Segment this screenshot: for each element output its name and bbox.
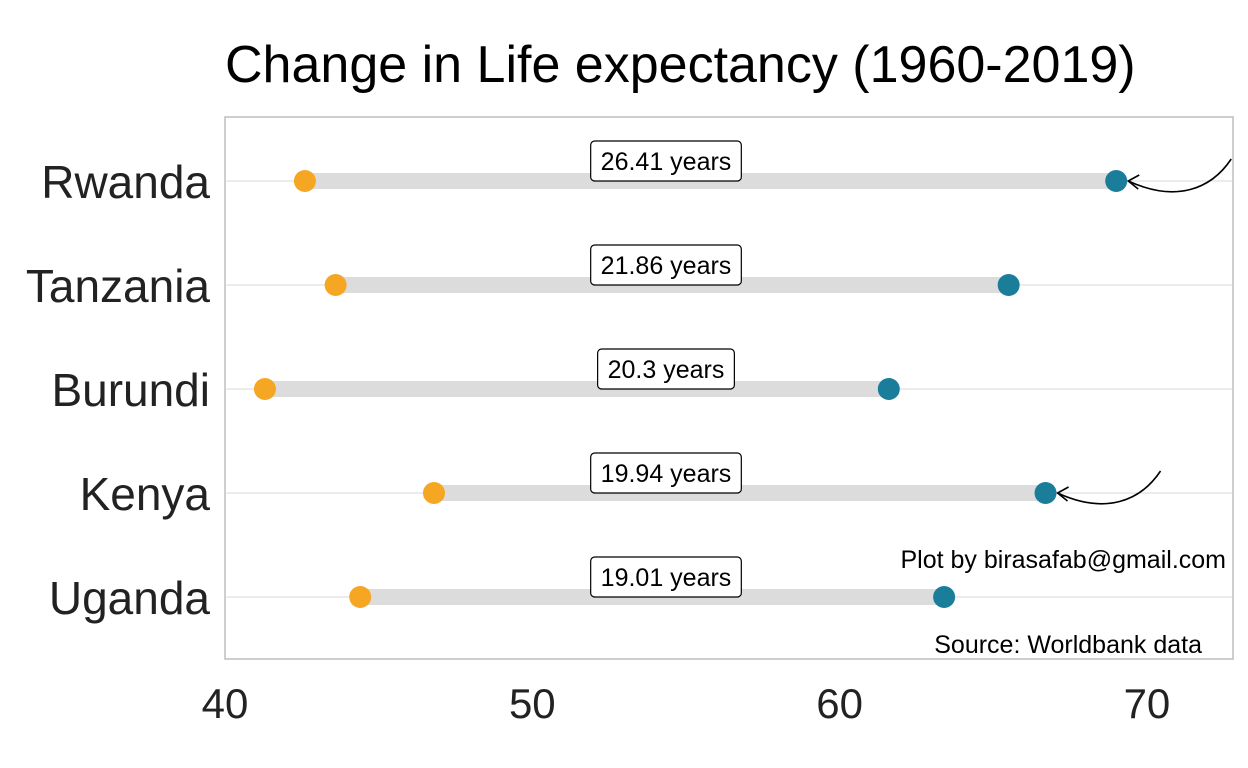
difference-label-box — [590, 556, 742, 598]
difference-label: 19.01 years — [590, 556, 742, 598]
point-layer — [253, 170, 1128, 608]
x-tick-label: 50 — [509, 680, 556, 727]
category-axis: Rwanda Tanzania Burundi Kenya Uganda — [26, 156, 211, 624]
arrow-curve — [1127, 158, 1232, 193]
start-point — [422, 482, 445, 504]
category-label: Burundi — [51, 364, 210, 416]
difference-label: 26.41 years — [590, 140, 742, 182]
difference-label-box — [590, 140, 742, 182]
x-axis: 40 50 60 70 — [202, 680, 1171, 727]
category-label: Kenya — [80, 468, 211, 520]
x-tick-label: 70 — [1124, 680, 1171, 727]
difference-label: 21.86 years — [590, 244, 742, 286]
end-point — [933, 586, 956, 608]
difference-label: 20.3 years — [597, 348, 735, 390]
highlight-arrow — [1056, 470, 1162, 505]
panel-border — [224, 116, 1234, 660]
label-layer: 26.41 years 21.86 years 20.3 years 19.94 ye… — [590, 140, 742, 598]
credit-annotation: Plot by birasafab@gmail.com — [900, 546, 1226, 574]
arrow-curve — [1057, 470, 1162, 505]
x-tick-label: 60 — [816, 680, 863, 727]
difference-label-box — [597, 348, 735, 390]
start-point — [253, 378, 276, 400]
category-label: Uganda — [49, 572, 211, 624]
difference-label-text: 19.94 years — [601, 460, 732, 488]
category-label: Tanzania — [26, 260, 211, 312]
chart-title: Change in Life expectancy (1960-2019) — [225, 36, 1136, 94]
arrow-layer — [1056, 158, 1232, 505]
start-point — [324, 274, 347, 296]
source-annotation: Source: Worldbank data — [934, 631, 1202, 659]
end-point — [1034, 482, 1057, 504]
category-label: Rwanda — [41, 156, 210, 208]
highlight-arrow — [1126, 158, 1232, 193]
difference-label-box — [590, 244, 742, 286]
arrow-head — [1056, 486, 1069, 502]
start-point — [349, 586, 372, 608]
start-point — [293, 170, 316, 192]
x-tick-label: 40 — [202, 680, 249, 727]
arrow-head — [1126, 174, 1140, 190]
end-point — [1105, 170, 1128, 192]
end-point — [997, 274, 1020, 296]
difference-label-box — [590, 452, 742, 494]
difference-label-text: 26.41 years — [601, 148, 732, 176]
difference-label-text: 19.01 years — [601, 564, 732, 592]
difference-label-text: 20.3 years — [608, 356, 725, 384]
difference-label: 19.94 years — [590, 452, 742, 494]
difference-label-text: 21.86 years — [601, 252, 732, 280]
end-point — [877, 378, 900, 400]
